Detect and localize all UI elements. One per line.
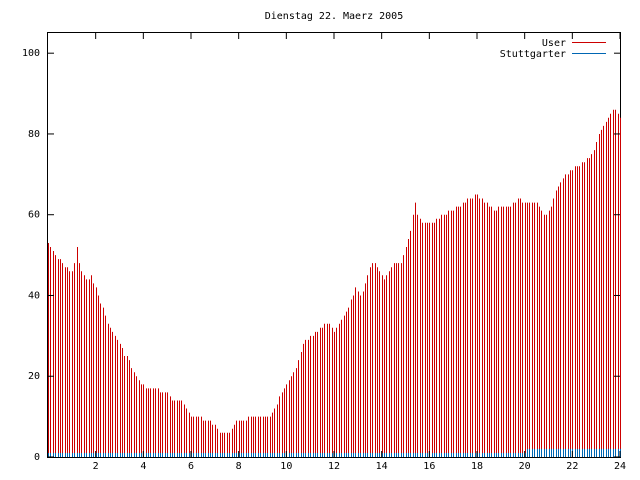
x-tick-label: 18 <box>471 461 483 472</box>
y-tick-label: 100 <box>22 48 40 59</box>
legend-label-stuttgarter: Stuttgarter <box>500 49 566 60</box>
bars-layer <box>48 109 621 457</box>
x-tick-label: 16 <box>423 461 435 472</box>
x-tick-label: 4 <box>140 461 146 472</box>
y-tick-label: 20 <box>28 371 40 382</box>
y-tick-label: 40 <box>28 290 40 301</box>
x-tick-label: 24 <box>614 461 626 472</box>
y-tick-label: 60 <box>28 210 40 221</box>
x-tick-label: 10 <box>280 461 292 472</box>
legend: User Stuttgarter <box>500 38 606 60</box>
x-tick-label: 8 <box>236 461 242 472</box>
legend-label-user: User <box>542 38 566 49</box>
y-tick-label: 0 <box>34 452 40 463</box>
chart-title: Dienstag 22. Maerz 2005 <box>265 11 403 22</box>
x-tick-label: 14 <box>376 461 388 472</box>
x-tick-label: 2 <box>93 461 99 472</box>
x-tick-label: 20 <box>519 461 531 472</box>
x-tick-label: 12 <box>328 461 340 472</box>
y-tick-label: 80 <box>28 129 40 140</box>
x-tick-label: 22 <box>566 461 578 472</box>
x-tick-label: 6 <box>188 461 194 472</box>
